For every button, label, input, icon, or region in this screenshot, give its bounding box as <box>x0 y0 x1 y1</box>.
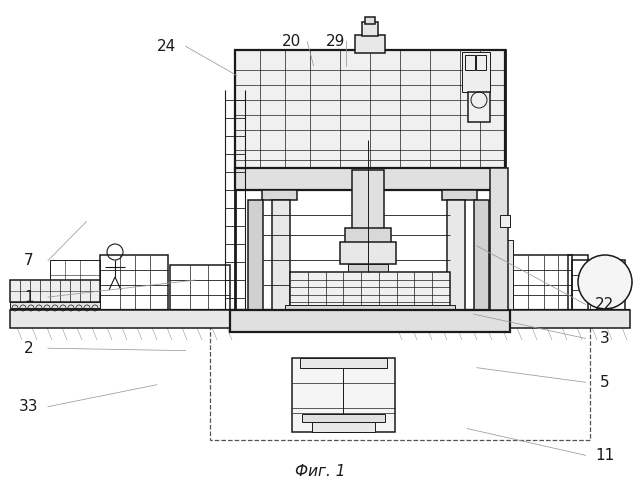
Bar <box>262 190 297 200</box>
Bar <box>300 358 387 368</box>
Bar <box>235 50 505 170</box>
Text: 24: 24 <box>157 39 176 54</box>
Bar <box>290 272 450 310</box>
Text: 7: 7 <box>24 253 34 268</box>
Text: 5: 5 <box>600 375 610 390</box>
Bar <box>465 55 475 70</box>
Text: Фиг. 1: Фиг. 1 <box>295 465 345 480</box>
Text: 2: 2 <box>24 341 34 356</box>
Bar <box>248 200 263 310</box>
Bar <box>100 255 168 310</box>
Bar <box>292 358 395 432</box>
Text: 22: 22 <box>595 297 614 312</box>
Ellipse shape <box>578 255 632 309</box>
Bar <box>312 422 375 432</box>
Bar <box>50 260 100 310</box>
Text: 11: 11 <box>595 448 614 463</box>
Bar <box>285 305 455 313</box>
Bar <box>230 310 510 332</box>
Bar <box>365 17 375 24</box>
Bar <box>468 92 490 122</box>
Bar <box>235 168 505 190</box>
Bar <box>272 200 290 310</box>
Bar <box>510 255 572 310</box>
Text: 1: 1 <box>24 290 34 304</box>
Bar <box>490 168 508 310</box>
Text: 29: 29 <box>326 34 346 49</box>
Bar <box>447 200 465 310</box>
Bar <box>235 50 505 310</box>
Bar <box>210 310 590 440</box>
Bar <box>170 265 230 310</box>
Bar <box>572 260 625 310</box>
Bar <box>10 302 100 308</box>
Bar <box>568 255 588 310</box>
Bar <box>10 310 630 328</box>
Bar <box>462 52 490 92</box>
Bar <box>505 240 513 310</box>
Text: 3: 3 <box>600 331 610 346</box>
Bar <box>362 22 378 36</box>
Text: 33: 33 <box>19 399 38 414</box>
Bar <box>345 228 391 243</box>
Bar <box>442 190 477 200</box>
Bar <box>348 264 388 272</box>
Bar <box>302 414 385 422</box>
Bar <box>355 35 385 53</box>
Bar <box>474 200 489 310</box>
Bar <box>10 280 100 302</box>
Bar <box>500 215 510 227</box>
Bar <box>476 55 486 70</box>
Bar <box>340 242 396 264</box>
Text: 20: 20 <box>282 34 301 49</box>
Bar <box>352 170 384 230</box>
